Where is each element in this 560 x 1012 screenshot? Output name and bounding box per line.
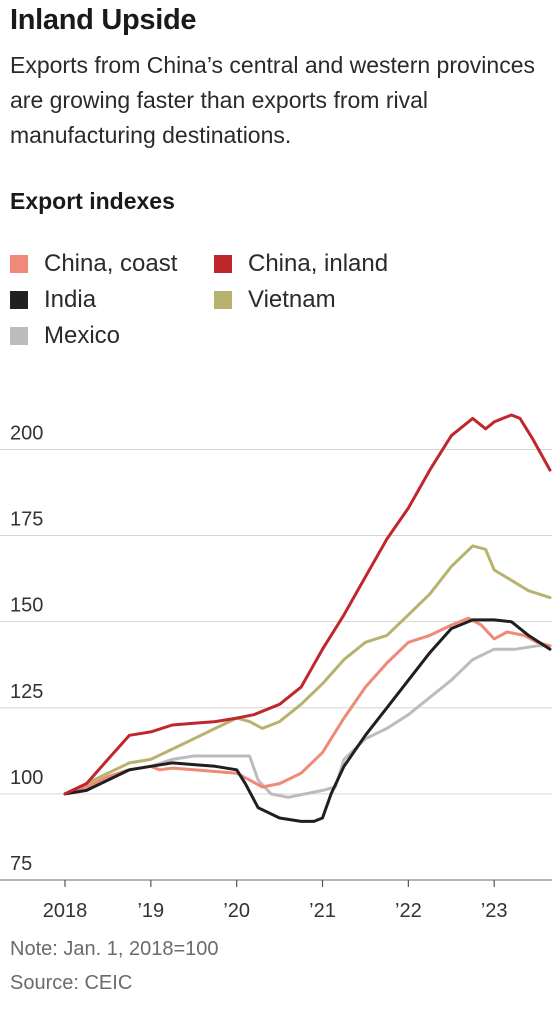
y-tick-label-125: 125 xyxy=(10,681,43,703)
x-tick-label-2020: ’20 xyxy=(223,900,250,922)
legend-swatch-china-inland xyxy=(214,255,232,273)
y-tick-label-100: 100 xyxy=(10,767,43,789)
line-chart: 75 100 125 150 175 200 2018 ’19 ’20 ’21 ’22 ’23 xyxy=(0,413,552,922)
x-tick-label-2019: ’19 xyxy=(137,900,164,922)
legend-item-india: India xyxy=(10,286,96,314)
legend-swatch-mexico xyxy=(10,327,28,345)
x-tick-label-2023: ’23 xyxy=(481,900,508,922)
chart-source: Source: CEIC xyxy=(10,972,133,994)
series-line-china-coast xyxy=(63,616,552,796)
chart-subtitle: Exports from China’s central and western… xyxy=(10,52,535,148)
legend-item-china-inland: China, inland xyxy=(214,250,388,278)
x-tick-label-2018: 2018 xyxy=(43,900,88,922)
legend-label-mexico: Mexico xyxy=(44,322,121,349)
chart-section-label: Export indexes xyxy=(10,188,175,214)
legend-swatch-china-coast xyxy=(10,255,28,273)
legend-swatch-india xyxy=(10,291,28,309)
chart-title: Inland Upside xyxy=(10,4,197,36)
x-tick-label-2021: ’21 xyxy=(309,900,336,922)
legend-item-china-coast: China, coast xyxy=(10,250,177,278)
legend-label-china-coast: China, coast xyxy=(44,250,178,277)
y-tick-label-175: 175 xyxy=(10,509,43,531)
legend-item-mexico: Mexico xyxy=(10,322,120,350)
series-line-india xyxy=(63,618,552,823)
legend-label-india: India xyxy=(44,286,97,313)
series-line-vietnam xyxy=(63,544,552,796)
legend-label-china-inland: China, inland xyxy=(248,250,389,277)
x-tick-label-2022: ’22 xyxy=(395,900,422,922)
legend-label-vietnam: Vietnam xyxy=(248,286,336,313)
chart-note: Note: Jan. 1, 2018=100 xyxy=(10,938,219,960)
legend-swatch-vietnam xyxy=(214,291,232,309)
y-tick-label-200: 200 xyxy=(10,422,43,444)
legend-item-vietnam: Vietnam xyxy=(214,286,336,314)
y-tick-label-75: 75 xyxy=(10,853,32,875)
y-tick-label-150: 150 xyxy=(10,595,43,617)
series-line-mexico xyxy=(63,644,552,799)
series-line-china-inland xyxy=(63,413,552,796)
legend: China, coast China, inland India Vietnam… xyxy=(10,246,550,356)
